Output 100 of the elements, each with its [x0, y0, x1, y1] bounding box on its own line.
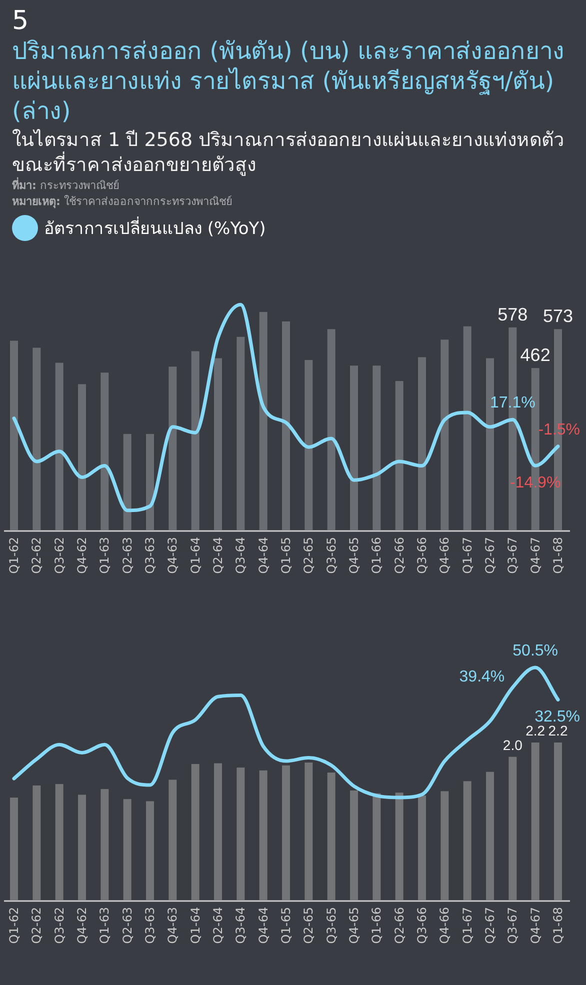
- x-tick-label: Q1-62: [7, 907, 21, 944]
- x-tick-label: Q4-64: [256, 907, 270, 944]
- bar: [418, 795, 426, 900]
- bar: [304, 762, 313, 900]
- bar: [146, 434, 154, 530]
- x-tick-label: Q3-63: [143, 537, 157, 574]
- x-tick-label: Q2-66: [392, 907, 406, 944]
- x-tick-label: Q4-63: [166, 907, 180, 944]
- legend-label: อัตราการเปลี่ยนแปลง (%YoY): [44, 219, 266, 239]
- chart-subtitle: ในไตรมาส 1 ปี 2568 ปริมาณการส่งออกยางแผ่นและยางแท่งหดตัว ขณะที่ราคาส่งออกขยายตัวสูง: [12, 129, 565, 176]
- x-tick-label: Q1-67: [460, 907, 474, 944]
- bar: [168, 366, 177, 530]
- x-tick-label: Q1-64: [188, 907, 202, 944]
- text: ที่มา: กระทรวงพาณิชย์: [12, 179, 119, 192]
- bar: [531, 742, 540, 900]
- x-tick-label: Q3-65: [324, 907, 338, 944]
- bar: [10, 340, 18, 530]
- bar: [508, 756, 517, 900]
- x-tick-label: Q3-63: [143, 907, 157, 944]
- x-tick-label: Q1-64: [188, 537, 202, 574]
- data-label: 462: [520, 345, 550, 366]
- bar: [236, 768, 245, 900]
- data-label: -14.9%: [510, 474, 561, 492]
- x-tick-label: Q2-65: [302, 907, 316, 944]
- bar: [395, 381, 404, 530]
- bar: [259, 312, 268, 530]
- bar: [123, 434, 132, 530]
- bar: [282, 765, 290, 900]
- x-tick-label: Q2-64: [211, 537, 225, 574]
- data-label: 573: [542, 306, 574, 326]
- x-tick-label: Q4-62: [75, 537, 89, 574]
- x-tick-label: Q1-68: [551, 537, 565, 574]
- x-tick-label: Q3-64: [234, 907, 248, 944]
- x-tick-label: Q1-67: [460, 537, 474, 574]
- bar: [191, 351, 200, 530]
- bar: [78, 794, 86, 900]
- x-tick-label: Q4-65: [347, 907, 361, 944]
- x-tick-label: Q3-66: [415, 537, 429, 574]
- x-tick-label: Q1-63: [98, 537, 112, 574]
- bar: [440, 791, 449, 900]
- x-tick-label: Q4-67: [528, 907, 542, 944]
- bar: [168, 780, 177, 900]
- data-label: -1.5%: [538, 421, 580, 438]
- bar: [350, 790, 358, 900]
- bar: [236, 336, 245, 530]
- x-tick-label: Q3-64: [234, 537, 248, 574]
- x-tick-label: Q1-65: [279, 907, 293, 944]
- bar: [327, 329, 336, 530]
- x-tick-label: Q4-66: [438, 907, 452, 944]
- x-tick-label: Q4-64: [256, 537, 270, 574]
- bar: [282, 321, 290, 530]
- x-tick-label: Q2-63: [120, 907, 134, 944]
- bar: [486, 772, 494, 900]
- bar: [10, 798, 18, 900]
- bar: [214, 763, 222, 900]
- bar: [418, 357, 426, 530]
- x-tick-label: Q2-67: [483, 907, 497, 944]
- bar: [395, 792, 404, 900]
- x-tick-label: Q2-66: [392, 537, 406, 574]
- x-tick-label: Q2-62: [30, 907, 44, 944]
- bar: [191, 764, 200, 900]
- x-tick-label: Q2-63: [120, 537, 134, 574]
- x-tick-label: Q1-68: [551, 907, 565, 944]
- bar: [146, 801, 154, 900]
- bar: [350, 366, 358, 530]
- bar: [259, 770, 268, 900]
- x-tick-label: Q1-66: [370, 537, 384, 574]
- bar: [78, 384, 86, 530]
- bar: [100, 372, 109, 530]
- x-tick-label: Q4-63: [166, 537, 180, 574]
- x-tick-label: Q3-62: [52, 537, 66, 574]
- x-tick-label: Q3-67: [506, 537, 520, 574]
- bar: [32, 348, 41, 530]
- x-tick-label: Q3-67: [506, 907, 520, 944]
- x-tick-label: Q3-66: [415, 907, 429, 944]
- x-tick-label: Q3-65: [324, 537, 338, 574]
- text: หมายเหตุ: ใช้ราคาส่งออกจากกระทรวงพาณิชย์: [12, 195, 232, 208]
- bar: [554, 742, 562, 900]
- x-tick-label: Q4-65: [347, 537, 361, 574]
- bar: [123, 799, 132, 900]
- x-tick-label: Q2-65: [302, 537, 316, 574]
- bar: [32, 785, 41, 900]
- x-tick-label: Q4-67: [528, 537, 542, 574]
- bar: [372, 793, 381, 900]
- data-label: 578: [498, 304, 528, 324]
- x-tick-label: Q4-62: [75, 907, 89, 944]
- bar: [100, 789, 109, 900]
- bar: [327, 772, 336, 900]
- bar: [214, 358, 222, 530]
- data-label: 17.1%: [490, 394, 536, 412]
- bar: [55, 784, 64, 900]
- x-tick-label: Q1-62: [7, 537, 21, 574]
- x-tick-label: Q2-64: [211, 907, 225, 944]
- bar: [304, 360, 313, 530]
- data-label: 50.5%: [512, 642, 558, 660]
- x-tick-label: Q1-63: [98, 907, 112, 944]
- x-tick-label: Q2-62: [30, 537, 44, 574]
- chart-title: ปริมาณการส่งออก (พันตัน) (บน) และราคาส่งออกยางแผ่นและยางแท่ง รายไตรมาส (พันเหรียญสหรัฐฯ/ตัน) (ล่าง): [12, 37, 564, 125]
- x-tick-label: Q1-65: [279, 537, 293, 574]
- x-tick-label: Q4-66: [438, 537, 452, 574]
